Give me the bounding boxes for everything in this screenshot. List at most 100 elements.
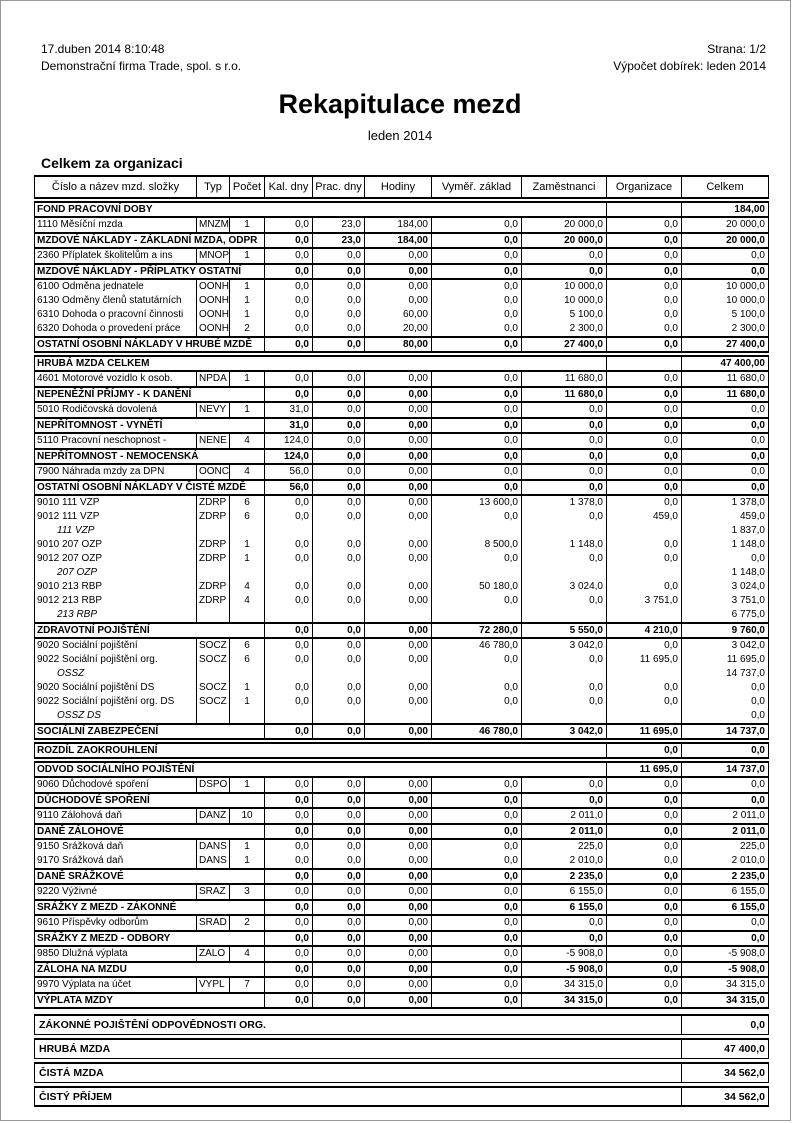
amount-cell: 0,0 bbox=[607, 465, 682, 479]
amount-cell: 0,0 bbox=[432, 681, 522, 695]
amount-cell bbox=[365, 566, 432, 580]
type-code: ZALO bbox=[197, 947, 230, 961]
component-name: 6320 Dohoda o provedení práce bbox=[35, 322, 197, 336]
section-total-label: MZDOVÉ NÁKLADY - ZÁKLADNÍ MZDA, ODPR bbox=[35, 234, 265, 247]
count-value: 4 bbox=[230, 580, 265, 594]
grand-total-row: ČISTÝ PŘÍJEM 34 562,0 bbox=[34, 1086, 769, 1107]
amount-cell: 0,0 bbox=[751, 404, 765, 415]
amount-cell: 0,00 bbox=[365, 624, 432, 637]
amount-cell: 0,0 bbox=[607, 249, 682, 263]
calculation-period: Výpočet dobírek: leden 2014 bbox=[613, 59, 766, 73]
amount-cell: 0,0 bbox=[751, 450, 765, 462]
amount-cell: 0,0 bbox=[265, 901, 313, 914]
type-code: OONH bbox=[199, 322, 230, 336]
grand-total-label: HRUBÁ MZDA bbox=[39, 1043, 111, 1055]
component-name: 207 OZP bbox=[35, 566, 197, 580]
amount-cell bbox=[432, 709, 522, 723]
component-name: 4601 Motorové vozidlo k osob. bbox=[35, 372, 197, 386]
amount-cell: 0,00 bbox=[365, 963, 432, 976]
type-code: DANZ bbox=[197, 809, 230, 823]
amount-cell bbox=[313, 667, 365, 681]
amount-cell bbox=[522, 524, 607, 538]
amount-cell: 0,00 bbox=[365, 465, 432, 479]
grand-total-label: ZÁKONNÉ POJIŠTĚNÍ ODPOVĚDNOSTI ORG. bbox=[39, 1019, 266, 1031]
amount-cell: 0,0 bbox=[432, 809, 522, 823]
section-total-row: DANĚ ZÁLOHOVÉ 0,0 0,0 0,00 0,0 2 011,0 0,0 2 01… bbox=[34, 823, 769, 840]
amount-cell: 2 011,0 bbox=[522, 825, 607, 838]
amount-cell: 0,0 bbox=[522, 249, 607, 263]
amount-cell: 56,0 bbox=[265, 481, 313, 494]
table-row: 5110 Pracovní neschopnost - NENE 4 124,0 0,… bbox=[34, 434, 769, 448]
amount-cell: 0,0 bbox=[432, 294, 522, 308]
amount-cell: 2 011,0 bbox=[732, 810, 765, 821]
amount-cell: 0,0 bbox=[432, 794, 522, 807]
amount-cell: 0,0 bbox=[432, 778, 522, 792]
type-code: MNOP bbox=[199, 249, 230, 263]
section-total-label: NEPŘÍTOMNOST - VYNĚTÍ bbox=[35, 419, 265, 432]
amount-cell: 20 000,0 bbox=[726, 219, 765, 230]
component-name: OSSZ bbox=[35, 667, 197, 681]
table-row: 7900 Náhrada mzdy za DPN OONC 4 56,0 0,0 0,00… bbox=[34, 465, 769, 479]
count-value: 1 bbox=[230, 538, 265, 552]
amount-cell: 5 100,0 bbox=[731, 309, 765, 320]
amount-cell: 10 000,0 bbox=[522, 294, 607, 308]
amount-cell: 184,00 bbox=[365, 234, 432, 247]
amount-cell: 1 378,0 bbox=[731, 497, 765, 508]
amount-cell: 3 042,0 bbox=[522, 725, 607, 738]
grand-total-label: ČISTÁ MZDA bbox=[39, 1067, 104, 1079]
section-total-row: DANĚ SRÁŽKOVÉ 0,0 0,0 0,00 0,0 2 235,0 0,0 2 23… bbox=[34, 868, 769, 885]
amount-cell: 56,0 bbox=[265, 465, 313, 479]
component-name: 9970 Výplata na účet bbox=[35, 978, 197, 992]
amount-cell: 0,0 bbox=[607, 744, 682, 757]
amount-cell: 3 751,0 bbox=[607, 594, 682, 608]
amount-cell: 0,00 bbox=[365, 538, 432, 552]
amount-cell bbox=[365, 709, 432, 723]
amount-cell: 0,0 bbox=[313, 322, 365, 336]
grand-total-row: ZÁKONNÉ POJIŠTĚNÍ ODPOVĚDNOSTI ORG. 0,0 bbox=[34, 1014, 769, 1035]
amount-cell: 0,0 bbox=[751, 794, 765, 806]
amount-cell: 11 695,0 bbox=[607, 653, 682, 667]
amount-cell: -5 908,0 bbox=[522, 947, 607, 961]
count-value: 1 bbox=[230, 854, 265, 868]
amount-cell: 0,0 bbox=[432, 465, 522, 479]
amount-cell: 0,0 bbox=[265, 963, 313, 976]
amount-cell bbox=[432, 566, 522, 580]
component-name: 9020 Sociální pojištění bbox=[35, 639, 197, 653]
amount-cell: 0,0 bbox=[313, 465, 365, 479]
table-row: 9022 Sociální pojištění org. SOCZ 6 0,0 0,0 0… bbox=[34, 653, 769, 667]
summary-row: ROZDÍL ZAOKROUHLENÍ 0,0 0,0 bbox=[34, 742, 769, 759]
amount-cell: 0,00 bbox=[365, 825, 432, 838]
amount-cell: 0,0 bbox=[607, 496, 682, 510]
column-header: Kal. dny bbox=[265, 177, 313, 197]
table-row: 6320 Dohoda o provedení práce OONH 2 0,0 0,0… bbox=[34, 322, 769, 336]
amount-cell: 0,0 bbox=[313, 481, 365, 494]
amount-cell bbox=[607, 608, 682, 622]
count-value: 1 bbox=[230, 778, 265, 792]
amount-cell: 0,0 bbox=[265, 885, 313, 899]
amount-cell: 0,00 bbox=[365, 870, 432, 883]
amount-cell: 0,0 bbox=[432, 450, 522, 463]
table-row: 9022 Sociální pojištění org. DS SOCZ 1 0,0 0… bbox=[34, 695, 769, 709]
section-total-row: SRÁŽKY Z MEZD - ODBORY 0,0 0,0 0,00 0,0 0,0 0,… bbox=[34, 930, 769, 947]
amount-cell: 2 300,0 bbox=[731, 323, 765, 334]
section-total-label: OSTATNÍ OSOBNÍ NÁKLADY V ČISTÉ MZDĚ bbox=[35, 481, 265, 494]
table-row: 6100 Odměna jednatele OONH 1 0,0 0,0 0,00 0,0 1… bbox=[34, 280, 769, 294]
amount-cell: 0,0 bbox=[265, 218, 313, 232]
amount-cell: 0,0 bbox=[265, 932, 313, 945]
amount-cell: 34 315,0 bbox=[522, 978, 607, 992]
amount-cell: 124,0 bbox=[265, 434, 313, 448]
amount-cell bbox=[607, 357, 682, 370]
grand-total-label: ČISTÝ PŘÍJEM bbox=[39, 1090, 112, 1103]
amount-cell: 0,0 bbox=[313, 552, 365, 566]
amount-cell bbox=[522, 709, 607, 723]
grand-total-value: 34 562,0 bbox=[681, 1088, 768, 1105]
count-value: 2 bbox=[230, 322, 265, 336]
component-name: 9012 207 OZP bbox=[35, 552, 197, 566]
component-name: 9220 Výživné bbox=[35, 885, 197, 899]
count-value: 1 bbox=[230, 294, 265, 308]
amount-cell: 20 000,0 bbox=[522, 234, 607, 247]
amount-cell bbox=[313, 608, 365, 622]
type-code bbox=[197, 524, 230, 538]
type-code: DANS bbox=[197, 840, 230, 854]
type-code: ZDRP bbox=[197, 580, 230, 594]
